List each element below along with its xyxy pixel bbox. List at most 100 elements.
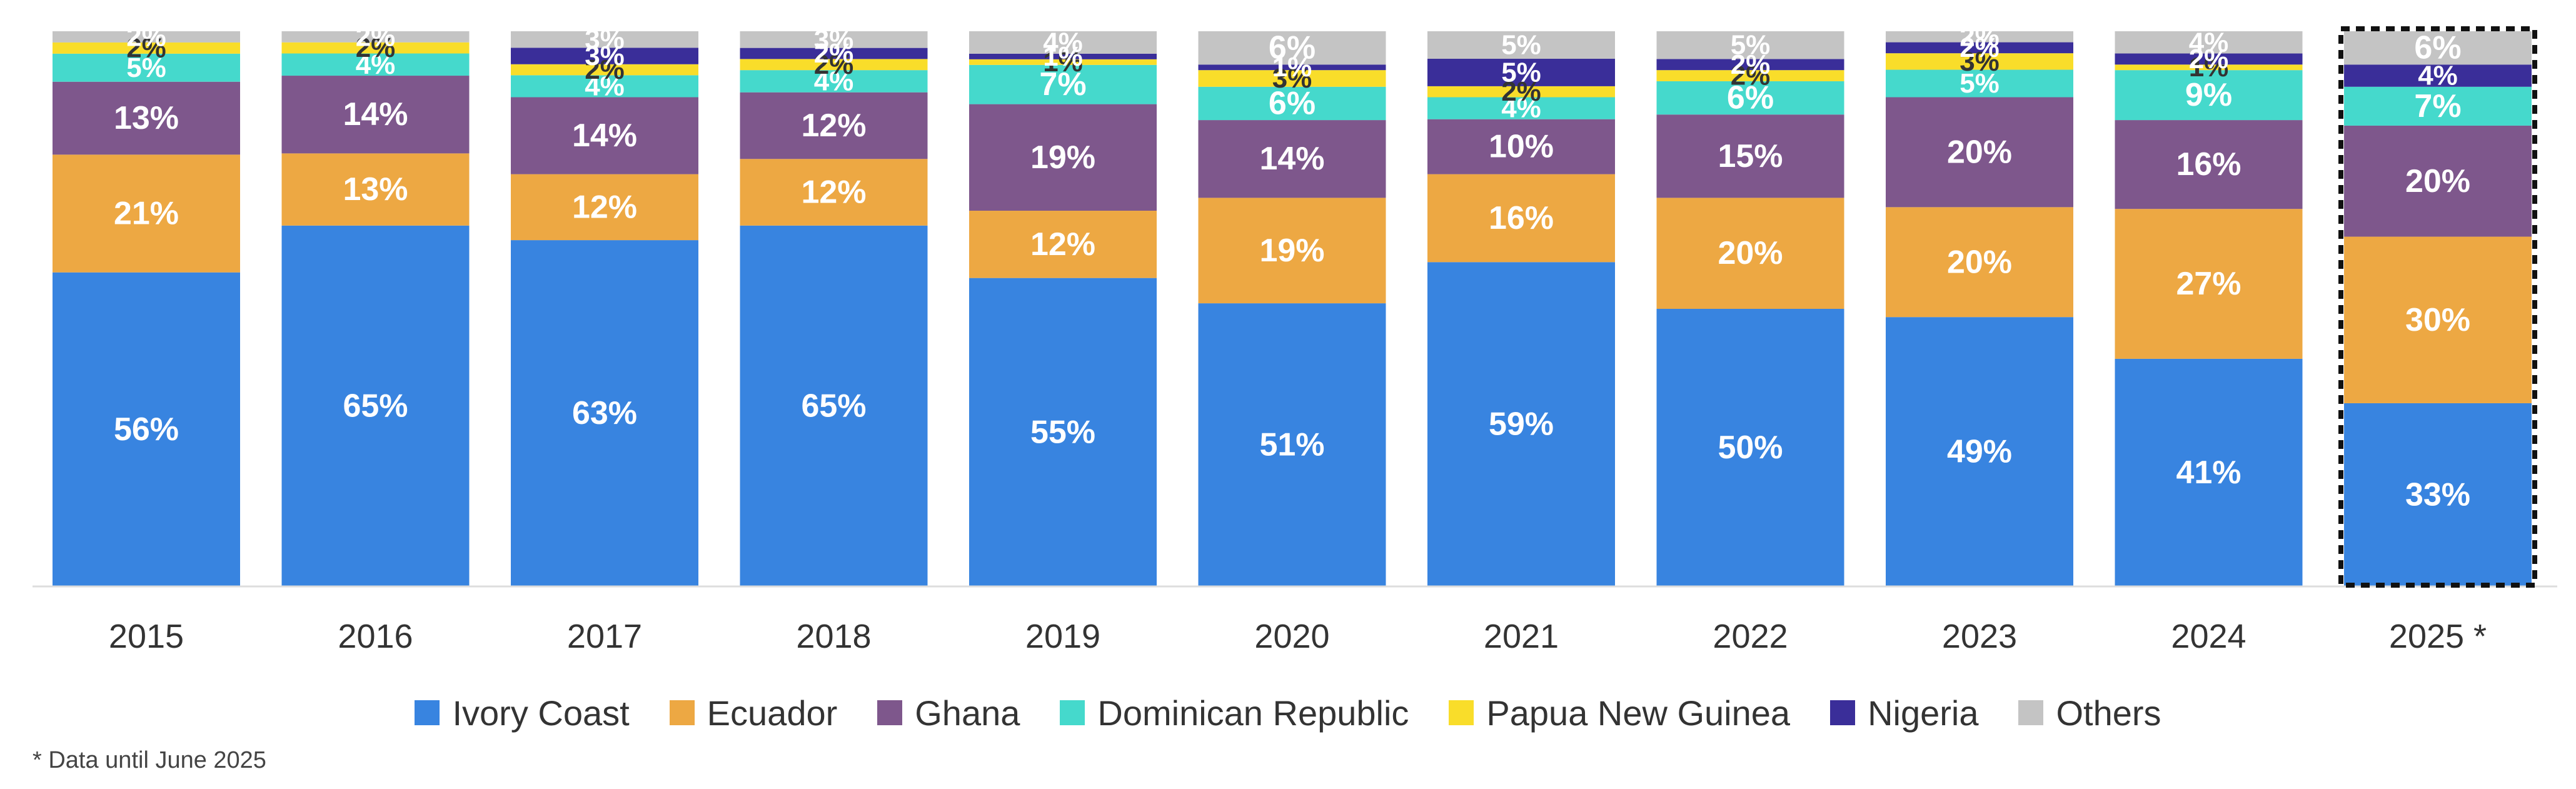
data-label: 2% xyxy=(1960,21,2000,52)
data-label: 4% xyxy=(2418,61,2458,91)
legend-label: Papua New Guinea xyxy=(1486,693,1791,733)
data-label: 2% xyxy=(1731,49,1771,80)
data-label: 50% xyxy=(1718,430,1783,466)
data-label: 7% xyxy=(2414,88,2461,124)
bar-segment-2018-nigeria xyxy=(740,48,928,59)
data-label: 65% xyxy=(801,388,866,424)
data-label: 14% xyxy=(572,118,637,154)
data-label: 15% xyxy=(1718,138,1783,174)
bar-segment-2018-papua-new-guinea xyxy=(740,59,928,71)
bar-segment-2016-others xyxy=(281,31,470,43)
data-label: 27% xyxy=(2176,266,2241,302)
bar-segment-2016-ivory-coast xyxy=(281,225,470,586)
bar-segment-2024-nigeria xyxy=(2115,53,2303,65)
legend-item: Ecuador xyxy=(669,693,838,733)
bar-segment-2016-ghana xyxy=(281,76,470,154)
data-label: 6% xyxy=(2414,30,2461,66)
legend-label: Dominican Republic xyxy=(1097,693,1409,733)
data-label: 20% xyxy=(1718,235,1783,271)
data-label: 2% xyxy=(356,21,396,52)
bar-segment-2021-others xyxy=(1427,31,1615,59)
bar-segment-2018-ghana xyxy=(740,92,928,159)
data-label: 2% xyxy=(585,54,625,85)
data-label: 21% xyxy=(114,196,179,232)
bar-segment-2023-ivory-coast xyxy=(1886,317,2073,586)
bar-segment-2018-dominican-republic xyxy=(740,70,928,93)
bar-segment-2015-others xyxy=(53,31,240,43)
data-label: 5% xyxy=(1501,57,1541,88)
data-label: 51% xyxy=(1259,427,1324,463)
bar-segment-2017-nigeria xyxy=(511,48,698,64)
x-tick-label: 2025 * xyxy=(2389,618,2487,655)
bar-segment-2016-ecuador xyxy=(281,153,470,226)
legend-label: Nigeria xyxy=(1868,693,1979,733)
bar-segment-2017-papua-new-guinea xyxy=(511,64,698,76)
data-label: 4% xyxy=(585,71,625,101)
legend-label: Ecuador xyxy=(707,693,838,733)
bar-segment-2021-papua-new-guinea xyxy=(1427,86,1615,98)
bar-segment-2022-ecuador xyxy=(1656,198,1844,309)
bar-segment-2020-ecuador xyxy=(1198,198,1386,304)
data-label: 55% xyxy=(1030,414,1095,450)
bar-segment-2023-dominican-republic xyxy=(1886,69,2073,98)
legend-swatch xyxy=(1830,700,1856,725)
data-label: 63% xyxy=(572,395,637,431)
legend-label: Ghana xyxy=(915,693,1020,733)
bar-segment-2024-ghana xyxy=(2115,120,2303,209)
data-label: 12% xyxy=(801,174,866,211)
bar-segment-2024-papua-new-guinea xyxy=(2115,64,2303,71)
bar-segment-2023-others xyxy=(1886,31,2073,43)
bar-segment-2023-ecuador xyxy=(1886,207,2073,318)
bar-segment-2015-papua-new-guinea xyxy=(53,42,240,54)
x-tick-labels-group: 2015 2016 2017 2018 2019 2020 2021 2022 2023 2024… xyxy=(109,618,2487,655)
bar-segment-2021-ecuador xyxy=(1427,174,1615,263)
stacked-bar-chart: 56%21%13%5%2%2%65%13%14%4%2%2%63%12%14%4… xyxy=(33,21,2557,655)
bar-segment-2020-dominican-republic xyxy=(1198,86,1386,121)
bar-segment-2024-dominican-republic xyxy=(2115,70,2303,121)
segment-labels-group: 56%21%13%5%2%2%65%13%14%4%2%2%63%12%14%4… xyxy=(114,21,2470,513)
data-label: 10% xyxy=(1489,129,1554,165)
bar-segment-2021-dominican-republic xyxy=(1427,97,1615,119)
data-label: 6% xyxy=(1269,30,1316,66)
data-label: 1% xyxy=(1043,47,1083,78)
data-label: 6% xyxy=(1269,85,1316,121)
legend-swatch xyxy=(415,700,440,725)
legend-swatch xyxy=(1449,700,1474,725)
legend-label: Ivory Coast xyxy=(452,693,630,733)
bar-segment-2015-ghana xyxy=(53,81,240,155)
bar-segment-2018-others xyxy=(740,31,928,48)
data-label: 6% xyxy=(1727,80,1774,116)
bar-segment-2017-ivory-coast xyxy=(511,240,698,586)
data-label: 65% xyxy=(343,388,408,424)
data-label: 20% xyxy=(1947,134,2012,170)
data-label: 14% xyxy=(343,96,408,133)
legend-swatch xyxy=(1060,700,1085,725)
bar-segment-2019-ivory-coast xyxy=(969,278,1157,586)
data-label: 12% xyxy=(572,189,637,225)
data-label: 3% xyxy=(1272,63,1312,94)
bar-segment-2025-others xyxy=(2344,31,2532,65)
bar-segment-2016-dominican-republic xyxy=(281,53,470,76)
data-label: 33% xyxy=(2405,476,2470,513)
bar-segment-2023-ghana xyxy=(1886,97,2073,208)
data-label: 2% xyxy=(126,21,166,52)
x-tick-label: 2024 xyxy=(2171,618,2246,655)
bar-segment-2022-others xyxy=(1656,31,1844,59)
x-tick-label: 2023 xyxy=(1942,618,2017,655)
bar-segment-2019-papua-new-guinea xyxy=(969,59,1157,65)
legend-label: Others xyxy=(2056,693,2161,733)
data-label: 4% xyxy=(1043,27,1083,58)
bar-segment-2025-ghana xyxy=(2344,125,2532,237)
data-label: 3% xyxy=(585,24,625,55)
data-label: 4% xyxy=(2189,27,2229,58)
data-label: 1% xyxy=(1043,41,1083,72)
highlight-box-2025 xyxy=(2338,26,2537,588)
bar-segment-2025-dominican-republic xyxy=(2344,86,2532,126)
bar-segment-2020-ivory-coast xyxy=(1198,303,1386,586)
bar-segment-2020-ghana xyxy=(1198,120,1386,198)
legend-item: Nigeria xyxy=(1830,693,1978,733)
bar-segment-2019-dominican-republic xyxy=(969,64,1157,104)
legend: Ivory Coast Ecuador Ghana Dominican Republi… xyxy=(0,688,2576,738)
data-label: 20% xyxy=(2405,163,2470,199)
data-label: 4% xyxy=(814,66,854,96)
